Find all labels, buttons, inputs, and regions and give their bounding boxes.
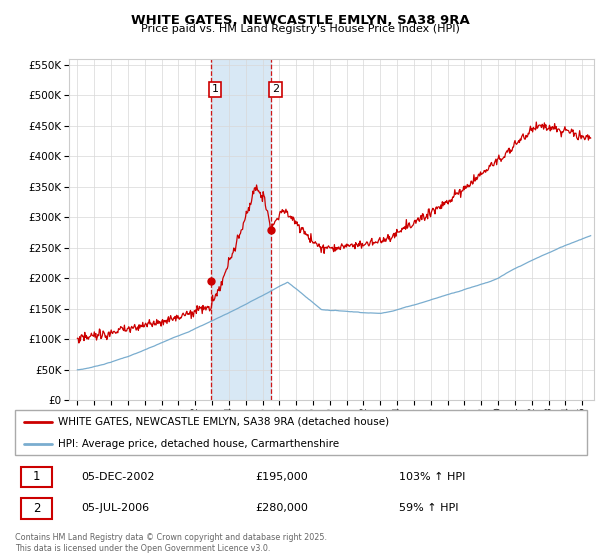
Text: 05-JUL-2006: 05-JUL-2006	[81, 503, 149, 514]
Text: HPI: Average price, detached house, Carmarthenshire: HPI: Average price, detached house, Carm…	[58, 438, 339, 449]
Text: WHITE GATES, NEWCASTLE EMLYN, SA38 9RA: WHITE GATES, NEWCASTLE EMLYN, SA38 9RA	[131, 14, 469, 27]
Text: £280,000: £280,000	[256, 503, 308, 514]
Text: Price paid vs. HM Land Registry's House Price Index (HPI): Price paid vs. HM Land Registry's House …	[140, 24, 460, 34]
Text: 05-DEC-2002: 05-DEC-2002	[81, 472, 154, 482]
Bar	[211, 59, 271, 400]
Text: 103% ↑ HPI: 103% ↑ HPI	[399, 472, 465, 482]
FancyBboxPatch shape	[21, 466, 52, 487]
Text: £195,000: £195,000	[256, 472, 308, 482]
Text: 59% ↑ HPI: 59% ↑ HPI	[399, 503, 458, 514]
Text: WHITE GATES, NEWCASTLE EMLYN, SA38 9RA (detached house): WHITE GATES, NEWCASTLE EMLYN, SA38 9RA (…	[58, 417, 389, 427]
Text: 2: 2	[33, 502, 40, 515]
Text: Contains HM Land Registry data © Crown copyright and database right 2025.
This d: Contains HM Land Registry data © Crown c…	[15, 533, 327, 553]
FancyBboxPatch shape	[15, 410, 587, 455]
Text: 1: 1	[212, 85, 218, 94]
FancyBboxPatch shape	[21, 498, 52, 519]
Text: 1: 1	[33, 470, 40, 483]
Text: 2: 2	[272, 85, 279, 94]
